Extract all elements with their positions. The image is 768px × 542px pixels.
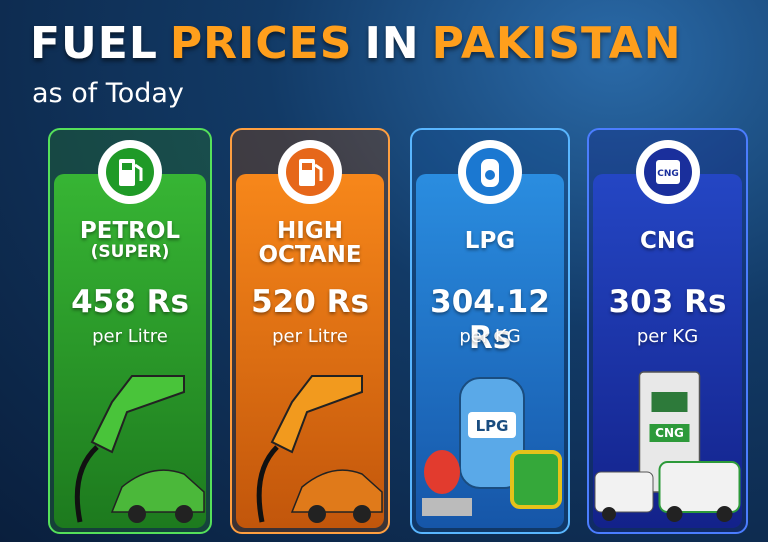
unit: per Litre (92, 326, 168, 347)
dispenser-label: CNG (655, 426, 684, 440)
title-word: FUEL (30, 18, 158, 69)
icon-graphic (106, 148, 154, 196)
wheel (353, 505, 371, 523)
dispenser-label-bg (649, 424, 690, 442)
rickshaw (510, 450, 562, 509)
price: 304.12 Rs (430, 284, 550, 356)
nozzle (90, 375, 185, 454)
wheel (716, 506, 733, 522)
fuel-card: LPG 304.12 Rs per KG LPG (410, 128, 570, 534)
nozzle (270, 375, 363, 454)
illustration: LPG (422, 377, 562, 516)
fuel-name: HIGH (277, 218, 343, 244)
wheel (175, 505, 193, 523)
dispenser-screen (651, 392, 688, 412)
title: FUEL PRICES IN PAKISTAN (30, 18, 694, 69)
icon-flame (485, 170, 495, 180)
wheel (666, 506, 683, 522)
fuel-card: PETROL (SUPER) 458 Rs per Litre (48, 128, 212, 534)
fuel-icon (458, 140, 522, 204)
wheel (308, 505, 326, 523)
card-panel (54, 174, 206, 528)
title-word: PAKISTAN (431, 18, 682, 69)
illustration (74, 375, 205, 523)
illustration (256, 375, 383, 523)
illustration: CNG (594, 371, 741, 522)
subtitle: as of Today (32, 78, 184, 109)
fuel-card: CNG CNG 303 Rs per KG CNG (587, 128, 748, 534)
hose (74, 445, 99, 523)
price: 520 Rs (251, 284, 369, 320)
icon-graphic: CNG (643, 148, 692, 196)
fuel-name: PETROL (79, 218, 181, 244)
icon-graphic (466, 148, 514, 196)
icon-window (302, 163, 312, 170)
fuel-card: HIGH OCTANE 520 Rs per Litre (230, 128, 390, 534)
car-body (110, 469, 205, 513)
unit: per Litre (272, 326, 348, 347)
title-word: PRICES (169, 18, 353, 69)
price: 458 Rs (71, 284, 189, 320)
icon-graphic (286, 148, 334, 196)
fuel-name: LPG (464, 228, 516, 254)
small-cylinder (424, 450, 460, 494)
fuel-name: OCTANE (258, 242, 362, 268)
fuel-name: CNG (639, 228, 695, 254)
price: 303 Rs (608, 284, 727, 320)
title-word: IN (364, 18, 420, 69)
unit: per KG (636, 326, 699, 347)
hose (256, 445, 279, 523)
icon-hose (134, 163, 143, 181)
fuel-icon (278, 140, 342, 204)
fuel-name: (SUPER) (90, 242, 170, 262)
icon-pump (655, 160, 680, 184)
stove (422, 498, 472, 516)
wheel (128, 505, 146, 523)
van (594, 471, 654, 513)
wheel (602, 507, 616, 521)
car-body (290, 469, 383, 513)
cylinder-label-bg (468, 412, 516, 438)
unit: per KG (459, 326, 521, 347)
icon-label: CNG (657, 169, 679, 179)
fuel-icon: CNG (635, 140, 700, 204)
icon-window (122, 163, 132, 170)
fuel-icon (98, 140, 162, 204)
van (658, 461, 741, 513)
icon-hose (314, 163, 323, 181)
cylinder-label: LPG (476, 417, 509, 435)
